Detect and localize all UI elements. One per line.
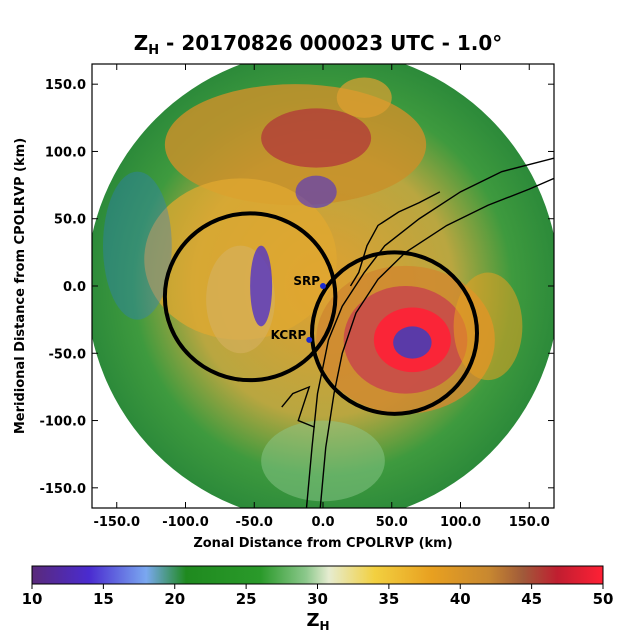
colorbar-label: ZH bbox=[306, 610, 329, 633]
echo-region bbox=[261, 108, 372, 168]
y-tick-label: -150.0 bbox=[39, 482, 86, 497]
radar-sites: SRP KCRP bbox=[271, 274, 326, 343]
y-tick-label: 100.0 bbox=[45, 145, 86, 160]
coastline bbox=[281, 157, 554, 508]
colorbar-tick-label: 20 bbox=[164, 590, 185, 608]
x-tick-label: 50.0 bbox=[376, 515, 408, 530]
coastline-segment bbox=[305, 157, 554, 508]
hurricane-eye bbox=[393, 326, 432, 359]
y-tick-label: 0.0 bbox=[63, 280, 86, 295]
range-ring bbox=[162, 211, 338, 383]
x-tick-label: -100.0 bbox=[162, 515, 209, 530]
plot-area: SRP KCRP bbox=[92, 64, 554, 508]
x-tick-label: -50.0 bbox=[236, 515, 273, 530]
y-axis-ticks: 150.0 100.0 50.0 0.0 -50.0 -100.0 -150.0 bbox=[39, 78, 554, 497]
x-tick-label: -150.0 bbox=[93, 515, 140, 530]
y-tick-label: 50.0 bbox=[54, 213, 86, 228]
x-tick-label: 150.0 bbox=[509, 515, 550, 530]
colorbar-tick-label: 15 bbox=[93, 590, 114, 608]
x-tick-label: 0.0 bbox=[311, 515, 334, 530]
site-label: KCRP bbox=[271, 328, 307, 342]
colorbar-tick-label: 25 bbox=[236, 590, 257, 608]
y-axis-label: Meridional Distance from CPOLRVP (km) bbox=[13, 138, 28, 434]
colorbar-tick-label: 45 bbox=[521, 590, 542, 608]
site-marker bbox=[306, 336, 313, 343]
coastline-segment bbox=[281, 385, 316, 428]
echo-region bbox=[295, 175, 337, 208]
colorbar-tick-label: 35 bbox=[378, 590, 399, 608]
reflectivity-echoes bbox=[103, 77, 523, 502]
colorbar-tick-label: 30 bbox=[307, 590, 328, 608]
colorbar-tick-label: 50 bbox=[593, 590, 614, 608]
range-rings bbox=[162, 211, 479, 416]
chart-title: ZH - 20170826 000023 UTC - 1.0° bbox=[134, 31, 503, 58]
y-tick-label: -100.0 bbox=[39, 415, 86, 430]
coastline-segment bbox=[349, 191, 441, 287]
echo-region bbox=[103, 171, 172, 320]
site-label: SRP bbox=[293, 274, 320, 288]
range-ring bbox=[310, 250, 479, 416]
colorbar-ticks: 10 15 20 25 30 35 40 45 50 bbox=[22, 584, 614, 608]
site-marker bbox=[320, 283, 326, 289]
x-axis-ticks: -150.0 -100.0 -50.0 0.0 50.0 100.0 150.0 bbox=[93, 64, 550, 530]
x-axis-label: Zonal Distance from CPOLRVP (km) bbox=[193, 536, 452, 551]
y-tick-label: -50.0 bbox=[49, 347, 86, 362]
colorbar-tick-label: 40 bbox=[450, 590, 471, 608]
echo-region bbox=[261, 420, 385, 502]
y-tick-label: 150.0 bbox=[45, 78, 86, 93]
colorbar-tick-label: 10 bbox=[22, 590, 43, 608]
x-tick-label: 100.0 bbox=[440, 515, 481, 530]
colorbar bbox=[31, 565, 604, 585]
echo-region bbox=[250, 245, 273, 327]
coastline-segment bbox=[319, 177, 554, 508]
echo-region bbox=[336, 77, 392, 118]
